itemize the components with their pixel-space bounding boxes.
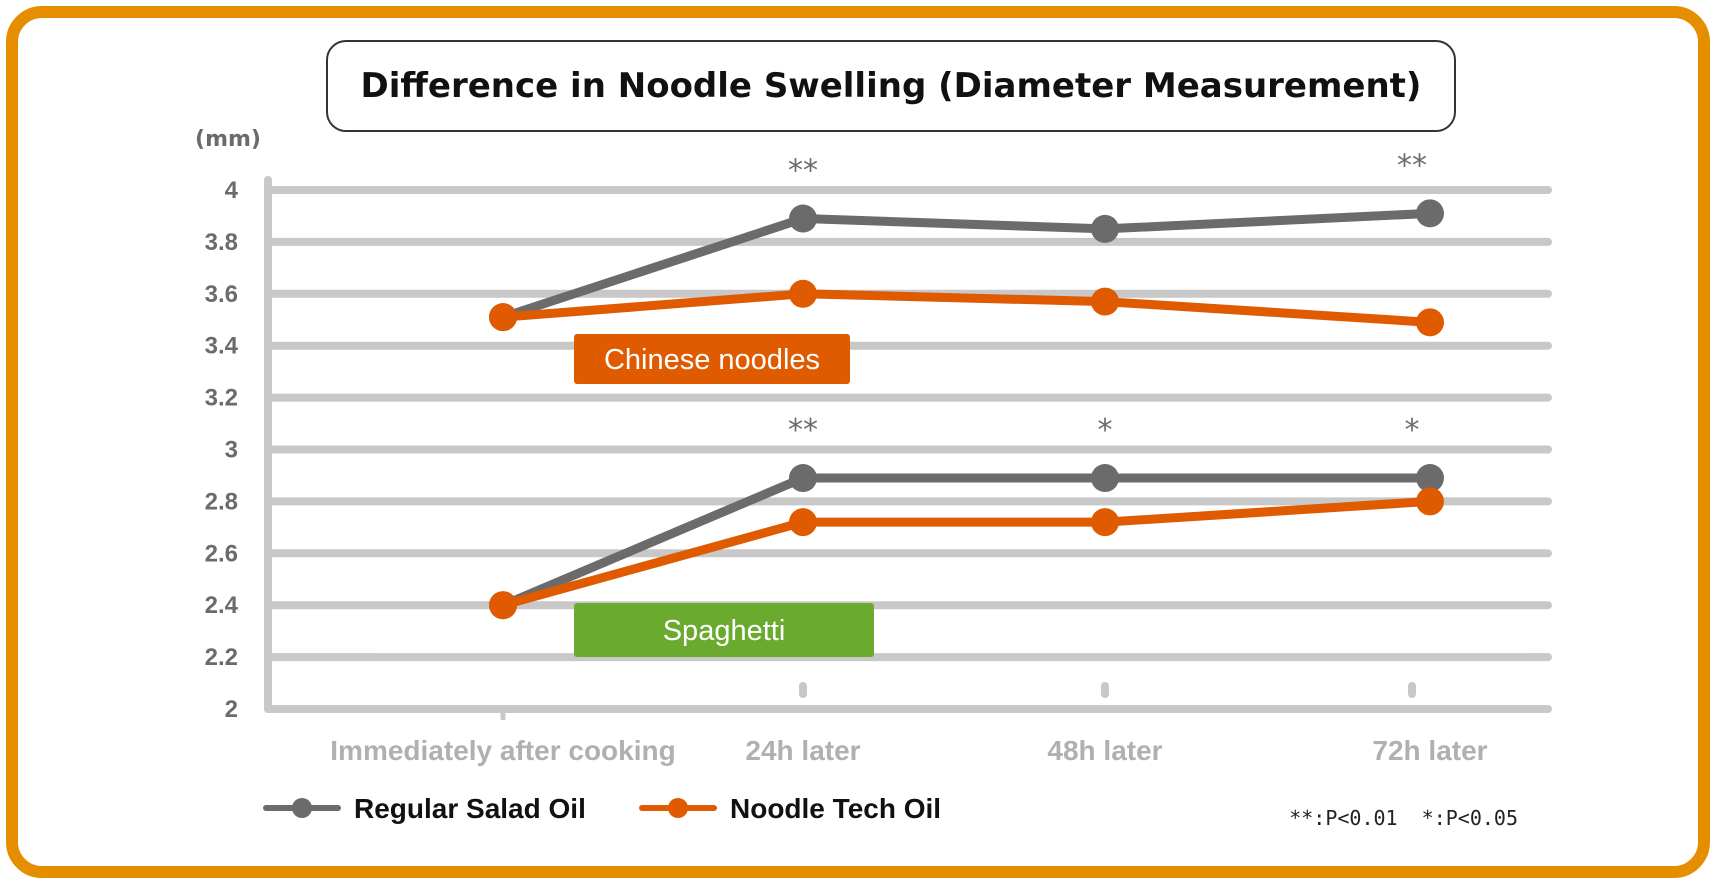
significance-marker: * (1405, 413, 1420, 448)
series-line-1-0 (498, 473, 1435, 610)
y-tick-label: 3.4 (205, 333, 239, 360)
data-point (1091, 287, 1119, 316)
y-tick-label: 2.8 (205, 488, 238, 515)
significance-marker: * (1098, 413, 1113, 448)
y-tick-label: 3 (225, 437, 238, 464)
x-tick-label: 72h later (1372, 735, 1487, 766)
data-point (789, 508, 817, 537)
x-tick-label: Immediately after cooking (330, 735, 675, 766)
data-point (1091, 214, 1119, 243)
group-label: Chinese noodles (604, 344, 820, 376)
group-label-box (574, 603, 874, 657)
y-tick-label: 3.2 (205, 385, 238, 412)
legend-marker (668, 798, 688, 818)
legend-label: Noodle Tech Oil (730, 793, 941, 824)
axis-layer: 2 2.2 2.4 2.6 2.8 3 3.2 3.4 3.6 3.8 4 (mm) Immediate… (195, 127, 1488, 766)
y-axis-unit: (mm) (195, 127, 261, 152)
y-tick-label: 2 (225, 696, 238, 723)
series-layer (489, 199, 1444, 620)
legend-label: Regular Salad Oil (354, 793, 586, 824)
y-tick-label: 2.6 (205, 540, 238, 567)
y-tick-label: 3.6 (205, 281, 238, 308)
y-tick-label: 2.2 (205, 644, 238, 671)
x-tick-label: 48h later (1047, 735, 1162, 766)
data-point (789, 204, 817, 233)
grid-layer (264, 186, 1552, 713)
legend-marker (292, 798, 312, 818)
data-point (1091, 508, 1119, 537)
y-tick-label: 2.4 (205, 592, 239, 619)
significance-marker: ** (788, 413, 818, 448)
data-point (1416, 199, 1444, 228)
y-tick-label: 4 (225, 177, 239, 204)
legend-layer: Regular Salad Oil Noodle Tech Oil **:P<0.0… (263, 793, 1518, 830)
data-point (489, 591, 517, 620)
x-tick-label: 24h later (745, 735, 860, 766)
significance-footnote: **:P<0.01 *:P<0.05 (1289, 806, 1518, 830)
data-point (789, 279, 817, 308)
data-point (489, 303, 517, 332)
group-label-box (574, 334, 850, 384)
data-point (1416, 308, 1444, 337)
significance-marker: ** (788, 154, 818, 189)
significance-marker: ** (1397, 148, 1427, 183)
data-point (1416, 464, 1444, 493)
series-line-1-1 (498, 496, 1435, 610)
data-point (1091, 464, 1119, 493)
data-point (789, 464, 817, 493)
series-line-0-0 (498, 208, 1435, 322)
group-label: Spaghetti (663, 615, 786, 647)
chart-frame (6, 6, 1710, 878)
series-line-0-1 (498, 289, 1435, 327)
chart-title: Difference in Noodle Swelling (Diameter … (326, 40, 1456, 132)
data-point (1416, 487, 1444, 516)
y-tick-label: 3.8 (205, 229, 238, 256)
